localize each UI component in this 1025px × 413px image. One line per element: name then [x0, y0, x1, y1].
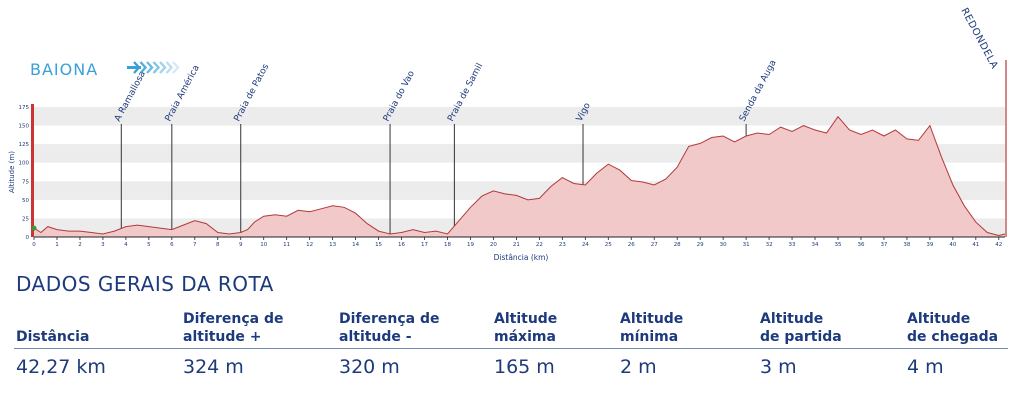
stat-label: Altitude máxima [494, 311, 558, 345]
x-tick-label: 41 [972, 242, 979, 248]
y-tick-label: 25 [22, 216, 29, 222]
x-tick-label: 7 [193, 242, 197, 248]
stat-item: Altitude máxima 165 m [494, 306, 664, 378]
stat-item: Diferença de altitude + 324 m [183, 306, 353, 378]
profile-area [34, 116, 1005, 237]
x-tick-label: 13 [329, 242, 336, 248]
x-tick-label: 10 [260, 242, 267, 248]
stat-value: 2 m [620, 356, 657, 378]
stat-label: Diferença de altitude + [183, 311, 284, 345]
x-tick-label: 37 [880, 242, 887, 248]
x-tick-label: 22 [536, 242, 543, 248]
x-axis-label: Distância (km) [494, 253, 549, 262]
start-label: BAIONA [30, 60, 98, 79]
start-arrow-stem [127, 66, 141, 69]
x-tick-label: 39 [926, 242, 933, 248]
y-tick-label: 175 [19, 105, 30, 111]
stat-label: Altitude mínima [620, 311, 684, 345]
x-tick-label: 5 [147, 242, 151, 248]
start-marker [31, 104, 34, 237]
x-tick-label: 6 [170, 242, 174, 248]
stat-item: Altitude de partida 3 m [760, 306, 930, 378]
stat-item: Altitude mínima 2 m [620, 306, 790, 378]
stat-value: 320 m [339, 356, 400, 378]
x-tick-label: 11 [283, 242, 290, 248]
stat-label: Distância [16, 329, 90, 345]
x-tick-label: 14 [352, 242, 359, 248]
x-tick-label: 9 [239, 242, 243, 248]
x-tick-label: 21 [513, 242, 520, 248]
x-tick-label: 20 [490, 242, 497, 248]
x-tick-label: 2 [78, 242, 82, 248]
y-tick-label: 125 [19, 142, 30, 148]
x-tick-label: 29 [697, 242, 704, 248]
start-arrow-chevron [152, 61, 161, 74]
start-arrow-chevron [165, 61, 174, 74]
stat-item: Diferença de altitude - 320 m [339, 306, 509, 378]
start-arrow-chevron [146, 61, 154, 74]
y-tick-label: 150 [19, 124, 30, 130]
elevation-profile-chart: A Ramallosa Praia América Praia de Patos Pr… [8, 6, 1007, 262]
x-tick-label: 31 [743, 242, 750, 248]
x-tick-label: 15 [375, 242, 382, 248]
x-tick-label: 33 [789, 242, 796, 248]
stat-label: Diferença de altitude - [339, 311, 440, 345]
stat-value: 42,27 km [16, 356, 106, 378]
x-tick-label: 32 [766, 242, 773, 248]
x-tick-label: 24 [582, 242, 589, 248]
end-label: REDONDELA [958, 6, 999, 71]
profile-line [33, 115, 1006, 237]
x-tick-label: 8 [216, 242, 220, 248]
x-tick-label: 40 [949, 242, 956, 248]
start-arrow-chevron [159, 61, 167, 74]
x-tick-label: 12 [306, 242, 313, 248]
start-arrow-chevron [139, 61, 148, 74]
x-tick-label: 34 [812, 242, 819, 248]
x-tick-label: 19 [467, 242, 474, 248]
stat-value: 3 m [760, 356, 797, 378]
x-tick-label: 3 [101, 242, 105, 248]
stat-label: Altitude de chegada [907, 311, 999, 345]
x-tick-label: 1 [55, 242, 59, 248]
section-title: DADOS GERAIS DA ROTA [16, 272, 274, 296]
y-tick-label: 0 [26, 235, 30, 241]
stat-value: 165 m [494, 356, 555, 378]
start-dot [31, 225, 37, 231]
x-tick-label: 36 [857, 242, 864, 248]
y-tick-label: 100 [19, 161, 30, 167]
x-tick-label: 26 [628, 242, 635, 248]
x-tick-label: 42 [995, 242, 1002, 248]
x-tick-label: 18 [444, 242, 451, 248]
x-tick-label: 23 [559, 242, 566, 248]
start-arrow-chevron [172, 61, 180, 74]
y-tick-label: 50 [22, 198, 29, 204]
x-tick-label: 25 [605, 242, 612, 248]
grid-band [34, 107, 1005, 126]
x-tick-label: 38 [903, 242, 910, 248]
stat-item: Altitude de chegada 4 m [907, 306, 1025, 378]
y-axis-label: Altitude (m) [8, 151, 16, 193]
y-tick-label: 75 [22, 179, 29, 185]
stat-value: 324 m [183, 356, 244, 378]
start-arrow-chevron [133, 61, 141, 74]
stat-value: 4 m [907, 356, 944, 378]
x-tick-label: 16 [398, 242, 405, 248]
stats-divider [14, 348, 1008, 349]
x-tick-label: 4 [124, 242, 128, 248]
stat-item: Distância 42,27 km [16, 306, 186, 378]
x-tick-label: 17 [421, 242, 428, 248]
x-tick-label: 27 [651, 242, 658, 248]
x-tick-label: 35 [834, 242, 841, 248]
x-tick-label: 30 [720, 242, 727, 248]
stat-label: Altitude de partida [760, 311, 842, 345]
x-tick-label: 0 [32, 242, 36, 248]
x-tick-label: 28 [674, 242, 681, 248]
